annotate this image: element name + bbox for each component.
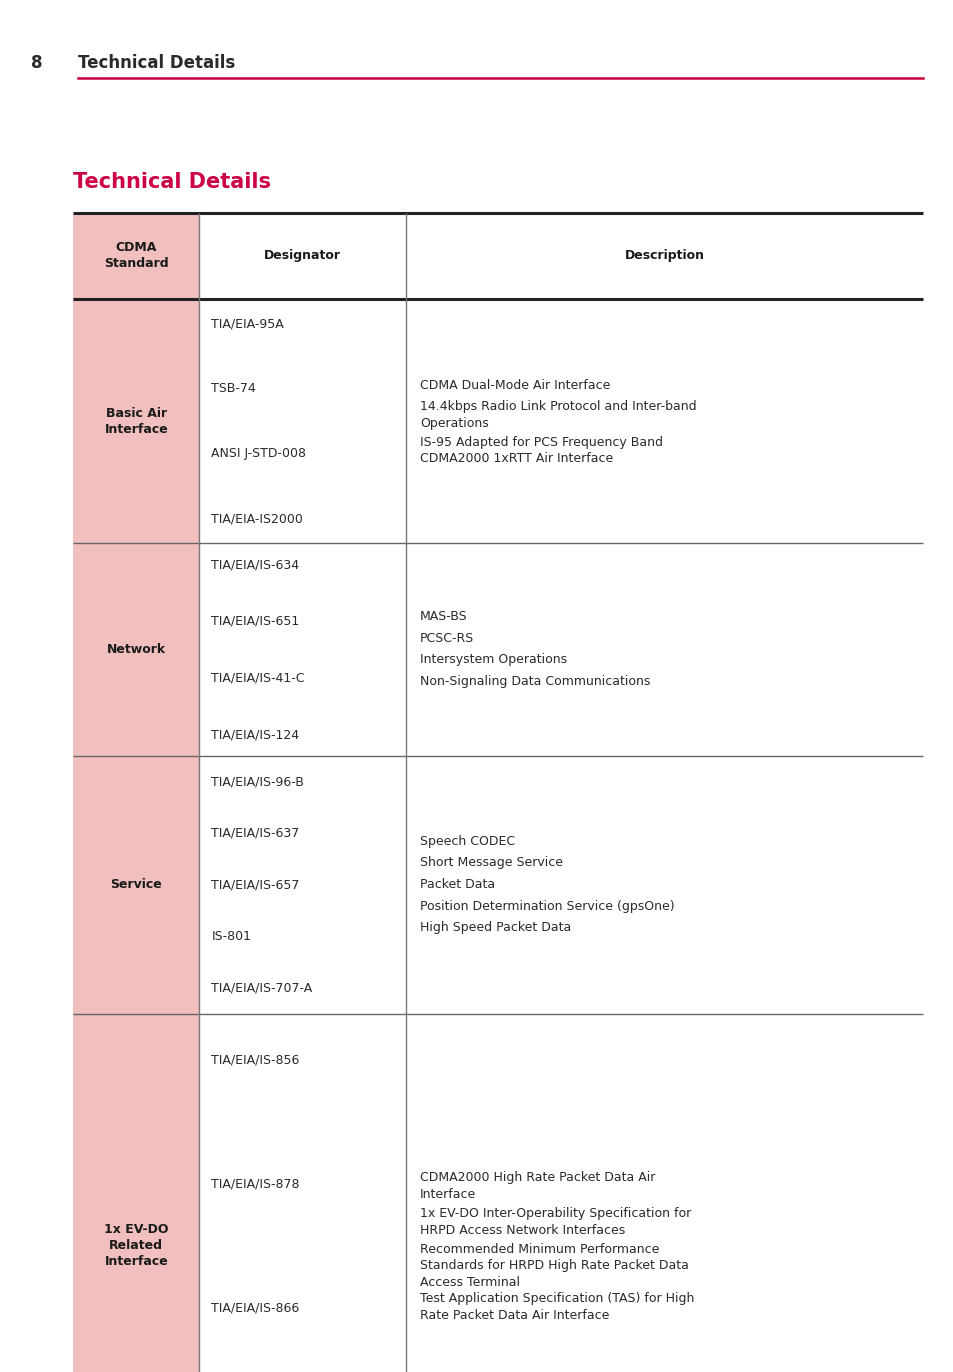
Text: CDMA
Standard: CDMA Standard (104, 241, 169, 270)
Text: 1x EV-DO Inter-Operability Specification for
HRPD Access Network Interfaces: 1x EV-DO Inter-Operability Specification… (419, 1207, 690, 1236)
Text: High Speed Packet Data: High Speed Packet Data (419, 921, 571, 934)
Text: TIA/EIA/IS-96-B: TIA/EIA/IS-96-B (211, 775, 304, 789)
Text: TIA/EIA-95A: TIA/EIA-95A (211, 317, 284, 331)
Text: TIA/EIA/IS-634: TIA/EIA/IS-634 (211, 558, 299, 571)
Text: TIA/EIA-IS2000: TIA/EIA-IS2000 (211, 512, 303, 525)
Text: TIA/EIA/IS-124: TIA/EIA/IS-124 (211, 729, 299, 741)
Text: 1x EV-DO
Related
Interface: 1x EV-DO Related Interface (104, 1224, 169, 1268)
Bar (73, 543, 199, 756)
Text: TIA/EIA/IS-41-C: TIA/EIA/IS-41-C (211, 671, 304, 685)
Text: Non-Signaling Data Communications: Non-Signaling Data Communications (419, 675, 650, 689)
Text: Designator: Designator (264, 250, 340, 262)
Text: TIA/EIA/IS-856: TIA/EIA/IS-856 (211, 1054, 299, 1067)
Text: Position Determination Service (gpsOne): Position Determination Service (gpsOne) (419, 900, 674, 912)
Text: PCSC-RS: PCSC-RS (419, 632, 474, 645)
Text: Short Message Service: Short Message Service (419, 856, 562, 870)
Text: Speech CODEC: Speech CODEC (419, 834, 515, 848)
Text: TIA/EIA/IS-866: TIA/EIA/IS-866 (211, 1301, 299, 1314)
Text: IS-801: IS-801 (211, 930, 251, 943)
Text: Technical Details: Technical Details (78, 54, 235, 73)
Text: CDMA Dual-Mode Air Interface: CDMA Dual-Mode Air Interface (419, 379, 610, 391)
Text: Network: Network (107, 643, 166, 656)
Text: IS-95 Adapted for PCS Frequency Band
CDMA2000 1xRTT Air Interface: IS-95 Adapted for PCS Frequency Band CDM… (419, 436, 662, 465)
Text: TIA/EIA/IS-707-A: TIA/EIA/IS-707-A (211, 981, 313, 995)
Bar (73, 299, 199, 543)
Text: TIA/EIA/IS-651: TIA/EIA/IS-651 (211, 615, 299, 628)
Bar (73, 213, 199, 299)
Text: Description: Description (624, 250, 704, 262)
Text: Intersystem Operations: Intersystem Operations (419, 653, 566, 667)
Text: Service: Service (111, 878, 162, 892)
Text: Packet Data: Packet Data (419, 878, 495, 890)
Text: Recommended Minimum Performance
Standards for HRPD High Rate Packet Data
Access : Recommended Minimum Performance Standard… (419, 1243, 688, 1288)
Text: ANSI J-STD-008: ANSI J-STD-008 (211, 447, 306, 460)
Text: TIA/EIA/IS-878: TIA/EIA/IS-878 (211, 1177, 299, 1191)
Text: Test Application Specification (TAS) for High
Rate Packet Data Air Interface: Test Application Specification (TAS) for… (419, 1292, 694, 1321)
Text: TIA/EIA/IS-637: TIA/EIA/IS-637 (211, 827, 299, 840)
Bar (73, 756, 199, 1014)
Text: 8: 8 (30, 54, 42, 73)
Text: Technical Details: Technical Details (73, 172, 272, 192)
Text: Basic Air
Interface: Basic Air Interface (105, 406, 168, 436)
Text: TIA/EIA/IS-657: TIA/EIA/IS-657 (211, 878, 299, 892)
Text: MAS-BS: MAS-BS (419, 611, 467, 623)
Text: 14.4kbps Radio Link Protocol and Inter-band
Operations: 14.4kbps Radio Link Protocol and Inter-b… (419, 401, 696, 429)
Text: CDMA2000 High Rate Packet Data Air
Interface: CDMA2000 High Rate Packet Data Air Inter… (419, 1172, 655, 1200)
Bar (73, 1014, 199, 1372)
Text: TSB-74: TSB-74 (211, 383, 255, 395)
